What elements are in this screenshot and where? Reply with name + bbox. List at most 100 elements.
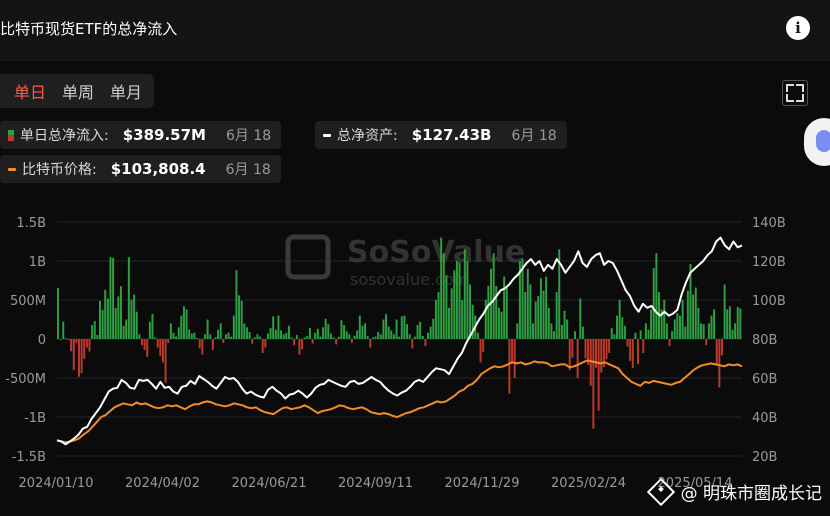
flow-bar — [385, 314, 388, 339]
legend-swatch-assets — [323, 133, 331, 137]
flow-bar — [112, 257, 115, 339]
flow-bar — [122, 325, 125, 339]
flow-bar — [398, 336, 401, 339]
flow-bar — [595, 339, 597, 368]
legend-net-assets[interactable]: 总净资产: $127.43B 6月 18 — [315, 121, 567, 149]
legend-daily-flow[interactable]: 单日总净流入: $389.57M 6月 18 — [0, 121, 282, 149]
flow-bar — [419, 321, 422, 339]
legend-swatch-flow — [8, 129, 14, 141]
x-axis-ticks: 2024/01/10 2024/04/02 2024/06/21 2024/09/11… — [19, 476, 733, 491]
btc-price-line — [56, 359, 743, 444]
flow-bar — [203, 334, 206, 339]
flow-bar — [75, 339, 78, 344]
legend-btc-price[interactable]: 比特币价格: $103,808.4 6月 18 — [0, 155, 281, 183]
flow-bar — [658, 292, 660, 339]
flow-bar — [308, 328, 311, 339]
flow-bar — [521, 258, 524, 339]
flow-bar — [337, 336, 340, 339]
flow-bar — [710, 315, 713, 339]
flow-bar — [151, 314, 154, 339]
flow-bar — [408, 334, 411, 339]
flow-bar — [721, 339, 723, 356]
flow-bar — [497, 307, 500, 339]
flow-bar — [356, 330, 359, 339]
flow-bar — [450, 288, 453, 339]
flow-bar — [83, 339, 86, 359]
flow-bar — [461, 300, 464, 339]
flow-bar — [316, 328, 319, 339]
legend-swatch-price — [8, 167, 16, 171]
flow-bar — [713, 309, 716, 339]
flow-bar — [618, 300, 621, 339]
flow-bar — [159, 339, 162, 357]
flow-bar — [353, 335, 356, 339]
sosovalue-watermark: SoSoValue sosovalue.com — [285, 234, 525, 289]
flow-bar — [290, 337, 293, 339]
flow-bar — [568, 339, 571, 371]
info-circle-icon[interactable]: i — [786, 16, 810, 40]
flow-bar — [576, 339, 579, 378]
flow-bar — [736, 307, 739, 339]
flow-bar — [135, 311, 138, 339]
flow-bar — [495, 285, 498, 339]
flow-bar — [125, 319, 128, 339]
flow-bar — [80, 339, 83, 374]
flow-bar — [70, 339, 73, 352]
flow-bar — [605, 339, 608, 360]
flow-bar — [109, 257, 112, 339]
flow-bar — [119, 286, 122, 339]
x-tick-label: 2025/02/24 — [551, 476, 626, 491]
right-tick-label: 120B — [752, 255, 786, 270]
flow-bar — [505, 288, 508, 339]
flow-bar — [537, 296, 540, 339]
right-tick-label: 140B — [752, 216, 786, 231]
tab-monthly[interactable]: 单月 — [110, 83, 143, 102]
flow-bar — [261, 339, 264, 354]
flow-bar — [350, 339, 353, 343]
flow-bar — [490, 268, 493, 339]
flow-bar — [487, 285, 490, 339]
tab-daily[interactable]: 单日 — [14, 83, 47, 102]
x-tick-label: 2024/11/29 — [445, 476, 520, 491]
flow-bar — [728, 306, 731, 339]
flow-bar — [322, 327, 325, 339]
flow-bar — [597, 339, 600, 411]
tab-weekly[interactable]: 单周 — [62, 83, 95, 102]
flow-bar — [285, 332, 288, 339]
flow-bar — [230, 336, 233, 339]
flow-bar — [392, 334, 395, 339]
side-widget-button[interactable] — [804, 118, 830, 166]
flow-bar — [67, 339, 70, 340]
flow-bar — [98, 301, 101, 339]
left-tick-label: -1B — [24, 411, 46, 426]
flow-bar — [130, 299, 133, 339]
flow-bar — [697, 307, 700, 339]
flow-bar — [427, 332, 430, 339]
flow-bar — [235, 270, 238, 339]
flow-bar — [306, 335, 309, 339]
flow-bar — [240, 300, 243, 339]
flow-bar — [358, 315, 361, 339]
watermark-url: sosovalue.com — [350, 270, 469, 289]
x-tick-label: 2024/01/10 — [19, 476, 94, 491]
flow-bar — [634, 332, 637, 339]
flow-bar — [127, 257, 130, 339]
flow-bar — [700, 323, 702, 339]
flow-bar — [534, 301, 537, 339]
flow-bar — [282, 334, 285, 339]
flow-bar — [589, 339, 592, 386]
right-tick-label: 100B — [752, 294, 786, 309]
watermark-logo-icon — [285, 234, 331, 280]
flow-bar — [631, 339, 634, 368]
legend-date: 6月 18 — [511, 128, 557, 144]
flow-bar — [340, 320, 343, 339]
left-axis-ticks: 1.5B 1B 500M 0 -500M -1B -1.5B — [5, 216, 46, 465]
flow-bar — [348, 334, 351, 339]
right-tick-label: 20B — [752, 450, 777, 465]
flow-bar — [723, 284, 726, 339]
flow-bar — [702, 324, 705, 339]
grid-lines — [57, 221, 742, 457]
flow-bar — [106, 298, 109, 339]
fullscreen-icon[interactable] — [782, 80, 808, 106]
flow-bar — [466, 261, 469, 339]
